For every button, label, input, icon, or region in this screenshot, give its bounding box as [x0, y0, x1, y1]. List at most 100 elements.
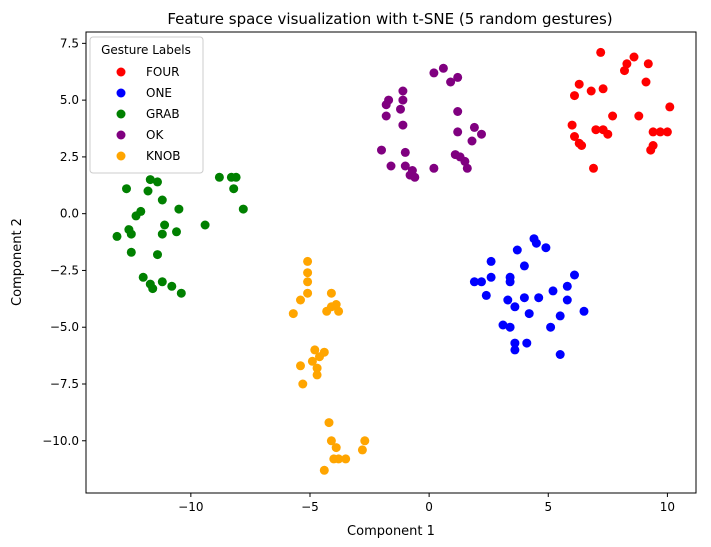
- point-four-2: [643, 59, 653, 69]
- point-four-4: [641, 77, 651, 87]
- point-one-17: [503, 295, 513, 305]
- legend-label-four: FOUR: [146, 65, 179, 79]
- point-ok-21: [386, 161, 396, 171]
- point-ok-13: [453, 127, 463, 137]
- point-one-19: [510, 302, 520, 312]
- point-four-17: [648, 127, 658, 137]
- plot-area-frame: [85, 31, 697, 494]
- point-grab-13: [160, 220, 170, 230]
- point-one-21: [579, 306, 589, 316]
- point-ok-1: [429, 68, 439, 78]
- point-ok-10: [453, 107, 463, 116]
- y-axis: −10.0 −7.5 −5.0 −2.5 0.0 2.5 5.0 7.5: [42, 36, 86, 448]
- point-ok-24: [462, 163, 472, 173]
- point-one-5: [519, 261, 529, 271]
- y-axis-label: Component 2: [10, 218, 25, 306]
- point-grab-21: [153, 250, 162, 260]
- point-ok-11: [398, 120, 408, 130]
- point-grab-25: [148, 284, 158, 294]
- point-knob-22: [360, 436, 370, 446]
- point-four-14: [591, 125, 601, 135]
- point-four-10: [608, 111, 618, 121]
- point-four-3: [622, 59, 632, 69]
- x-tick-label-2: 0: [425, 500, 433, 514]
- point-knob-11: [310, 345, 320, 355]
- point-knob-19: [324, 418, 334, 428]
- point-one-27: [522, 338, 532, 348]
- point-four-12: [665, 102, 675, 112]
- x-tick-label-0: −10: [178, 500, 203, 514]
- point-grab-3: [229, 184, 239, 194]
- point-four-5: [574, 79, 584, 89]
- point-one-1: [531, 238, 541, 248]
- point-one-9: [505, 277, 515, 287]
- point-grab-9: [157, 195, 167, 205]
- point-one-20: [524, 309, 534, 319]
- point-ok-4: [398, 86, 408, 96]
- legend-marker-ok: [116, 130, 126, 140]
- x-tick-label-3: 5: [544, 500, 552, 514]
- point-grab-27: [176, 288, 186, 298]
- legend-label-knob: KNOB: [146, 149, 181, 163]
- point-grab-22: [138, 272, 148, 282]
- point-four-9: [570, 91, 579, 101]
- x-axis-label: Component 1: [347, 524, 435, 539]
- y-tick-label-3: −2.5: [50, 263, 79, 277]
- point-knob-8: [322, 306, 332, 316]
- point-ok-16: [377, 145, 386, 155]
- point-ok-15: [467, 136, 477, 146]
- point-grab-5: [145, 175, 155, 185]
- point-grab-7: [143, 186, 153, 196]
- point-grab-10: [174, 204, 184, 214]
- point-four-7: [598, 84, 608, 94]
- point-knob-1: [303, 268, 313, 278]
- point-one-11: [477, 277, 486, 287]
- point-knob-9: [334, 306, 344, 316]
- y-tick-label-5: 2.5: [60, 150, 79, 164]
- point-ok-8: [396, 104, 405, 114]
- point-four-18: [655, 127, 665, 137]
- point-grab-20: [126, 247, 136, 257]
- y-tick-label-0: −10.0: [42, 434, 79, 448]
- point-grab-4: [238, 204, 248, 214]
- point-ok-20: [460, 156, 470, 166]
- point-one-16: [534, 293, 544, 303]
- point-four-22: [577, 141, 587, 150]
- point-grab-19: [200, 220, 210, 230]
- point-grab-26: [167, 281, 177, 291]
- point-ok-3: [446, 77, 456, 87]
- point-one-25: [546, 322, 556, 332]
- point-knob-3: [303, 288, 313, 298]
- point-knob-18: [298, 379, 308, 389]
- point-four-16: [603, 129, 613, 139]
- legend-title: Gesture Labels: [101, 43, 191, 57]
- legend-label-one: ONE: [146, 86, 172, 100]
- point-four-24: [648, 141, 658, 150]
- point-four-19: [662, 127, 672, 137]
- point-knob-5: [326, 288, 336, 298]
- legend-entries: FOUR ONE GRAB OK KNOB: [116, 65, 181, 163]
- point-ok-2: [453, 72, 463, 82]
- x-tick-label-4: 10: [660, 500, 675, 514]
- point-ok-14: [477, 129, 486, 139]
- point-knob-27: [319, 465, 329, 475]
- point-one-2: [541, 243, 551, 253]
- y-tick-label-4: 0.0: [60, 207, 79, 221]
- point-one-4: [486, 256, 496, 266]
- point-knob-17: [312, 370, 322, 380]
- point-one-8: [486, 272, 496, 282]
- point-knob-14: [315, 352, 324, 362]
- point-knob-16: [312, 363, 322, 373]
- point-four-11: [634, 111, 644, 121]
- y-tick-label-7: 7.5: [60, 36, 79, 50]
- point-grab-15: [126, 229, 136, 239]
- point-knob-21: [331, 443, 341, 453]
- x-axis: −10 −5 0 5 10: [178, 493, 675, 514]
- point-four-1: [629, 52, 639, 62]
- point-one-3: [512, 245, 522, 255]
- point-grab-2: [231, 172, 241, 182]
- point-ok-7: [381, 100, 391, 110]
- y-tick-label-1: −7.5: [50, 377, 79, 391]
- point-grab-18: [172, 227, 181, 237]
- point-one-29: [555, 350, 565, 359]
